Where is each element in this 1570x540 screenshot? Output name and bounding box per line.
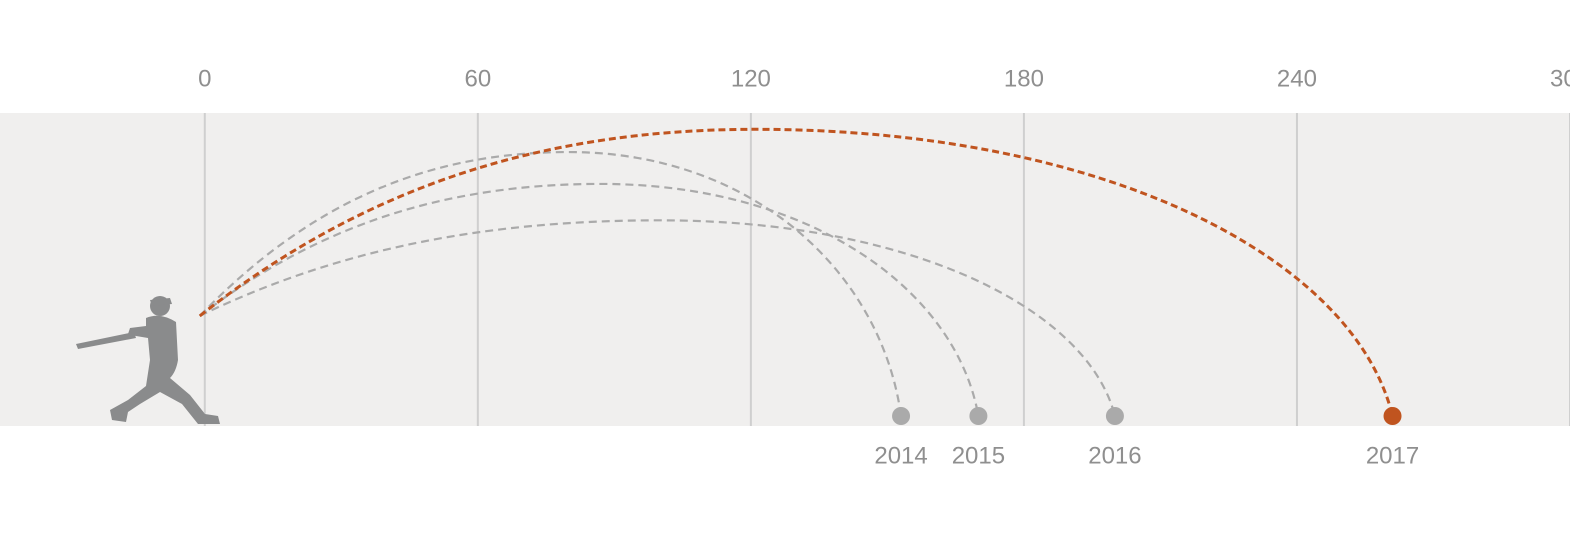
- year-label: 2015: [952, 442, 1005, 469]
- landing-point: [892, 407, 911, 425]
- x-tick-label: 120: [731, 65, 771, 92]
- x-tick-label: 300: [1550, 65, 1570, 92]
- batter-silhouette: [76, 296, 220, 424]
- trajectory-arc: [199, 219, 1116, 417]
- x-tick-label: 60: [464, 65, 491, 92]
- landing-point: [1105, 407, 1124, 425]
- landing-point: [1383, 407, 1402, 425]
- trajectory-arc: [199, 182, 980, 417]
- trajectory-arc: [198, 150, 903, 417]
- x-tick-label: 180: [1004, 65, 1044, 92]
- year-label: 2014: [874, 442, 927, 469]
- landing-point: [969, 407, 988, 425]
- year-label: 2017: [1366, 442, 1419, 469]
- year-label: 2016: [1088, 442, 1141, 469]
- plot-band: [0, 113, 1570, 426]
- x-tick-label: 0: [198, 65, 211, 92]
- trajectory-arc: [198, 127, 1394, 417]
- x-tick-label: 240: [1277, 65, 1317, 92]
